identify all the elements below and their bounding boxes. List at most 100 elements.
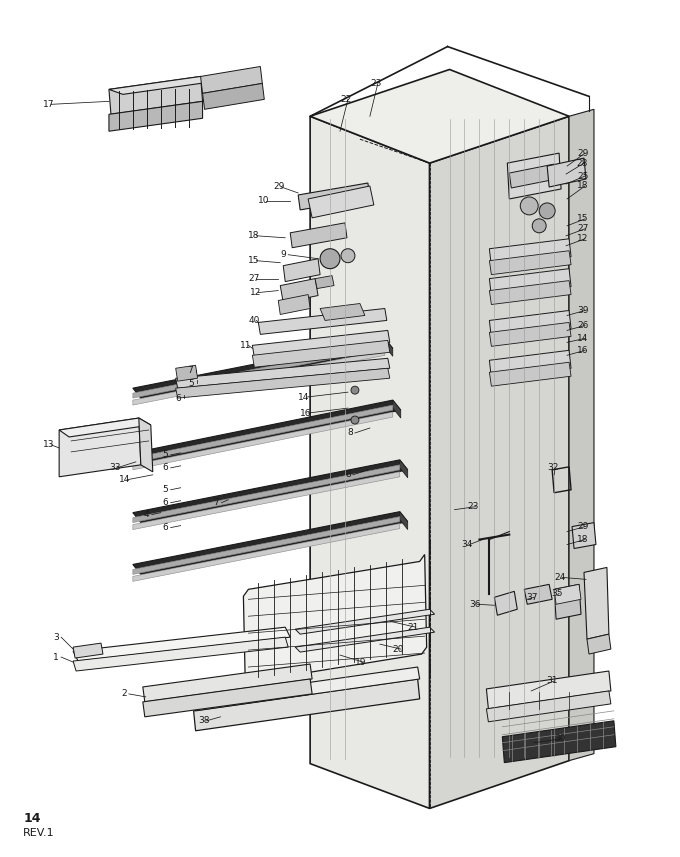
Polygon shape — [133, 344, 385, 399]
Text: 6: 6 — [163, 498, 169, 507]
Polygon shape — [59, 418, 151, 437]
Polygon shape — [524, 584, 552, 604]
Polygon shape — [133, 460, 408, 523]
Text: 35: 35 — [551, 589, 562, 598]
Text: 12: 12 — [250, 288, 262, 297]
Polygon shape — [308, 186, 374, 218]
Text: 8: 8 — [347, 428, 353, 437]
Polygon shape — [587, 634, 611, 654]
Polygon shape — [175, 369, 390, 399]
Text: 31: 31 — [546, 676, 558, 686]
Text: 23: 23 — [370, 79, 381, 88]
Text: 5: 5 — [163, 451, 169, 459]
Text: 34: 34 — [462, 540, 473, 549]
Polygon shape — [490, 322, 571, 346]
Text: 21: 21 — [408, 623, 419, 632]
Polygon shape — [572, 523, 596, 548]
Polygon shape — [547, 158, 586, 187]
Text: 6: 6 — [163, 464, 169, 472]
Text: 27: 27 — [248, 274, 260, 283]
Polygon shape — [109, 76, 203, 114]
Polygon shape — [490, 310, 571, 339]
Text: 39: 39 — [577, 306, 588, 315]
Text: 19: 19 — [355, 657, 367, 667]
Text: 5: 5 — [163, 485, 169, 494]
Polygon shape — [490, 239, 571, 267]
Polygon shape — [400, 512, 408, 530]
Circle shape — [320, 249, 340, 268]
Polygon shape — [298, 183, 370, 210]
Text: 25: 25 — [577, 171, 588, 181]
Polygon shape — [175, 358, 390, 388]
Polygon shape — [133, 512, 408, 574]
Text: 5: 5 — [188, 379, 194, 387]
Text: 32: 32 — [547, 464, 558, 472]
Polygon shape — [133, 524, 400, 581]
Polygon shape — [109, 101, 203, 131]
Text: 4: 4 — [143, 510, 150, 519]
Polygon shape — [385, 339, 393, 357]
Text: 23: 23 — [467, 502, 479, 511]
Text: 10: 10 — [258, 196, 270, 206]
Polygon shape — [243, 554, 426, 689]
Polygon shape — [175, 365, 198, 381]
Circle shape — [520, 197, 538, 215]
Text: 26: 26 — [577, 321, 588, 330]
Polygon shape — [73, 637, 288, 671]
Text: 18: 18 — [577, 182, 588, 190]
Polygon shape — [73, 627, 290, 661]
Text: 14: 14 — [119, 476, 131, 484]
Text: 29: 29 — [273, 183, 285, 191]
Text: REV.1: REV.1 — [23, 829, 55, 838]
Polygon shape — [133, 339, 393, 399]
Circle shape — [351, 387, 359, 394]
Text: 7: 7 — [188, 366, 193, 375]
Text: 12: 12 — [577, 234, 588, 243]
Polygon shape — [490, 251, 571, 274]
Text: 9: 9 — [280, 250, 286, 259]
Text: 17: 17 — [44, 99, 54, 109]
Polygon shape — [320, 303, 365, 321]
Text: 16: 16 — [300, 409, 311, 417]
Text: 36: 36 — [469, 600, 481, 608]
Polygon shape — [194, 679, 420, 731]
Polygon shape — [278, 295, 310, 315]
Text: 40: 40 — [248, 316, 260, 325]
Polygon shape — [201, 67, 262, 93]
Circle shape — [351, 416, 359, 424]
Text: 15: 15 — [248, 256, 260, 265]
Polygon shape — [490, 363, 571, 387]
Polygon shape — [509, 164, 556, 188]
Polygon shape — [503, 721, 616, 763]
Circle shape — [341, 249, 355, 263]
Polygon shape — [203, 83, 265, 110]
Polygon shape — [290, 223, 347, 248]
Polygon shape — [280, 279, 318, 303]
Text: 8: 8 — [345, 470, 351, 479]
Text: 13: 13 — [44, 440, 54, 449]
Text: 37: 37 — [526, 593, 538, 602]
Text: 1: 1 — [53, 652, 59, 662]
Polygon shape — [295, 609, 435, 634]
Polygon shape — [393, 400, 401, 418]
Polygon shape — [554, 584, 581, 620]
Polygon shape — [109, 76, 214, 94]
Polygon shape — [194, 667, 420, 710]
Polygon shape — [400, 460, 408, 478]
Text: 29: 29 — [577, 522, 588, 531]
Polygon shape — [258, 309, 387, 334]
Polygon shape — [143, 679, 312, 716]
Polygon shape — [252, 340, 390, 368]
Polygon shape — [133, 412, 393, 470]
Polygon shape — [310, 69, 569, 163]
Polygon shape — [252, 331, 390, 357]
Text: 18: 18 — [577, 535, 588, 544]
Text: 14: 14 — [577, 334, 588, 343]
Circle shape — [532, 219, 546, 233]
Polygon shape — [133, 472, 400, 530]
Text: 24: 24 — [554, 572, 565, 582]
Text: 33: 33 — [109, 464, 120, 472]
Polygon shape — [133, 517, 400, 574]
Polygon shape — [133, 400, 401, 463]
Text: 14: 14 — [23, 812, 41, 825]
